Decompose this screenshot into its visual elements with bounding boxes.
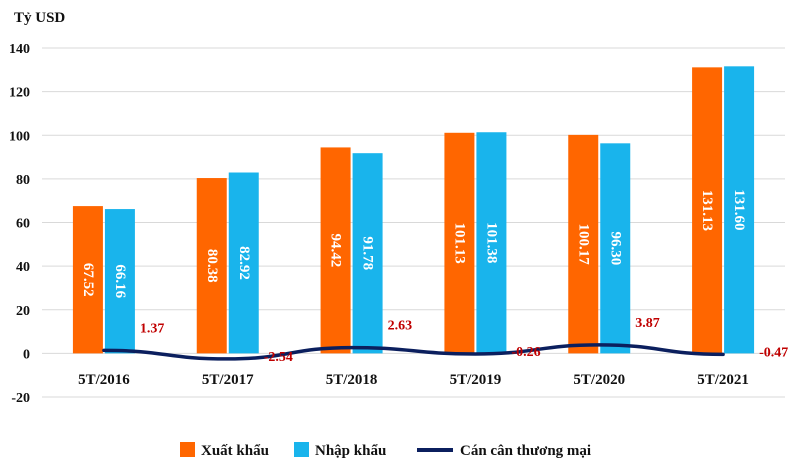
bar-label-nhap-khau: 101.38	[483, 222, 499, 263]
y-tick-label: 20	[16, 304, 30, 319]
bar-label-xuat-khau: 94.42	[328, 234, 344, 268]
category-label: 5T/2019	[450, 372, 502, 388]
category-label: 5T/2016	[78, 372, 130, 388]
y-tick-label: 60	[16, 217, 30, 232]
bar-nhap-khau	[724, 66, 755, 354]
bar-xuat-khau	[568, 134, 599, 354]
y-tick-label: -20	[11, 391, 30, 406]
category-label: 5T/2017	[202, 372, 254, 388]
bar-nhap-khau	[228, 172, 259, 354]
bar-nhap-khau	[476, 132, 507, 354]
legend-swatch-nhap-khau	[294, 442, 309, 457]
bar-label-nhap-khau: 96.30	[607, 231, 623, 265]
bar-label-xuat-khau: 80.38	[204, 249, 220, 283]
y-tick-label: 140	[9, 42, 30, 57]
bar-label-nhap-khau: 91.78	[360, 236, 376, 270]
x-axis-categories: 5T/2016 5T/2017 5T/2018 5T/2019 5T/2020 5T/20…	[78, 372, 749, 388]
legend-swatch-xuat-khau	[180, 442, 195, 457]
y-tick-label: 80	[16, 173, 30, 188]
bar-label-xuat-khau: 101.13	[451, 222, 467, 263]
y-tick-label: 40	[16, 260, 30, 275]
legend-label-nhap-khau: Nhập khẩu	[315, 443, 386, 459]
y-tick-label: 120	[9, 86, 30, 101]
balance-label: 3.87	[635, 316, 660, 331]
balance-label: -0.47	[759, 345, 788, 360]
gridlines	[42, 47, 785, 398]
y-axis-ticks: -20 0 20 40 60 80 100 120 140	[9, 42, 30, 406]
bar-label-nhap-khau: 131.60	[731, 189, 747, 230]
bar-xuat-khau	[72, 206, 103, 354]
legend-label-can-can: Cán cân thương mại	[460, 443, 591, 459]
y-axis-unit: Tỷ USD	[14, 10, 65, 26]
bar-label-xuat-khau: 131.13	[699, 190, 715, 231]
bar-label-xuat-khau: 100.17	[575, 224, 591, 266]
bar-nhap-khau	[104, 209, 135, 354]
bar-xuat-khau	[692, 67, 723, 354]
bar-xuat-khau	[444, 132, 475, 354]
category-label: 5T/2018	[326, 372, 378, 388]
balance-label: -0.26	[511, 345, 540, 360]
bar-label-nhap-khau: 66.16	[112, 264, 128, 298]
y-tick-label: 100	[9, 129, 30, 144]
balance-line-path	[102, 343, 725, 361]
bar-label-xuat-khau: 67.52	[80, 263, 96, 297]
balance-line: 1.37 -2.54 2.63 -0.26 3.87 -0.47	[102, 316, 788, 365]
legend-label-xuat-khau: Xuất khẩu	[201, 443, 269, 459]
bar-xuat-khau	[320, 147, 351, 354]
y-tick-label: 0	[23, 347, 30, 362]
bar-nhap-khau	[600, 143, 631, 354]
bar-xuat-khau	[196, 178, 227, 354]
legend: Xuất khẩu Nhập khẩu Cán cân thương mại	[180, 442, 591, 459]
category-label: 5T/2021	[697, 372, 749, 388]
balance-label: 2.63	[388, 319, 413, 334]
category-label: 5T/2020	[573, 372, 625, 388]
bar-nhap-khau	[352, 153, 383, 354]
balance-label: 1.37	[140, 321, 165, 336]
bars: 67.52 66.16 80.38 82.92 94.42 91.78 101.13 101.…	[72, 66, 755, 354]
balance-label: -2.54	[264, 350, 293, 365]
bar-label-nhap-khau: 82.92	[236, 246, 252, 280]
